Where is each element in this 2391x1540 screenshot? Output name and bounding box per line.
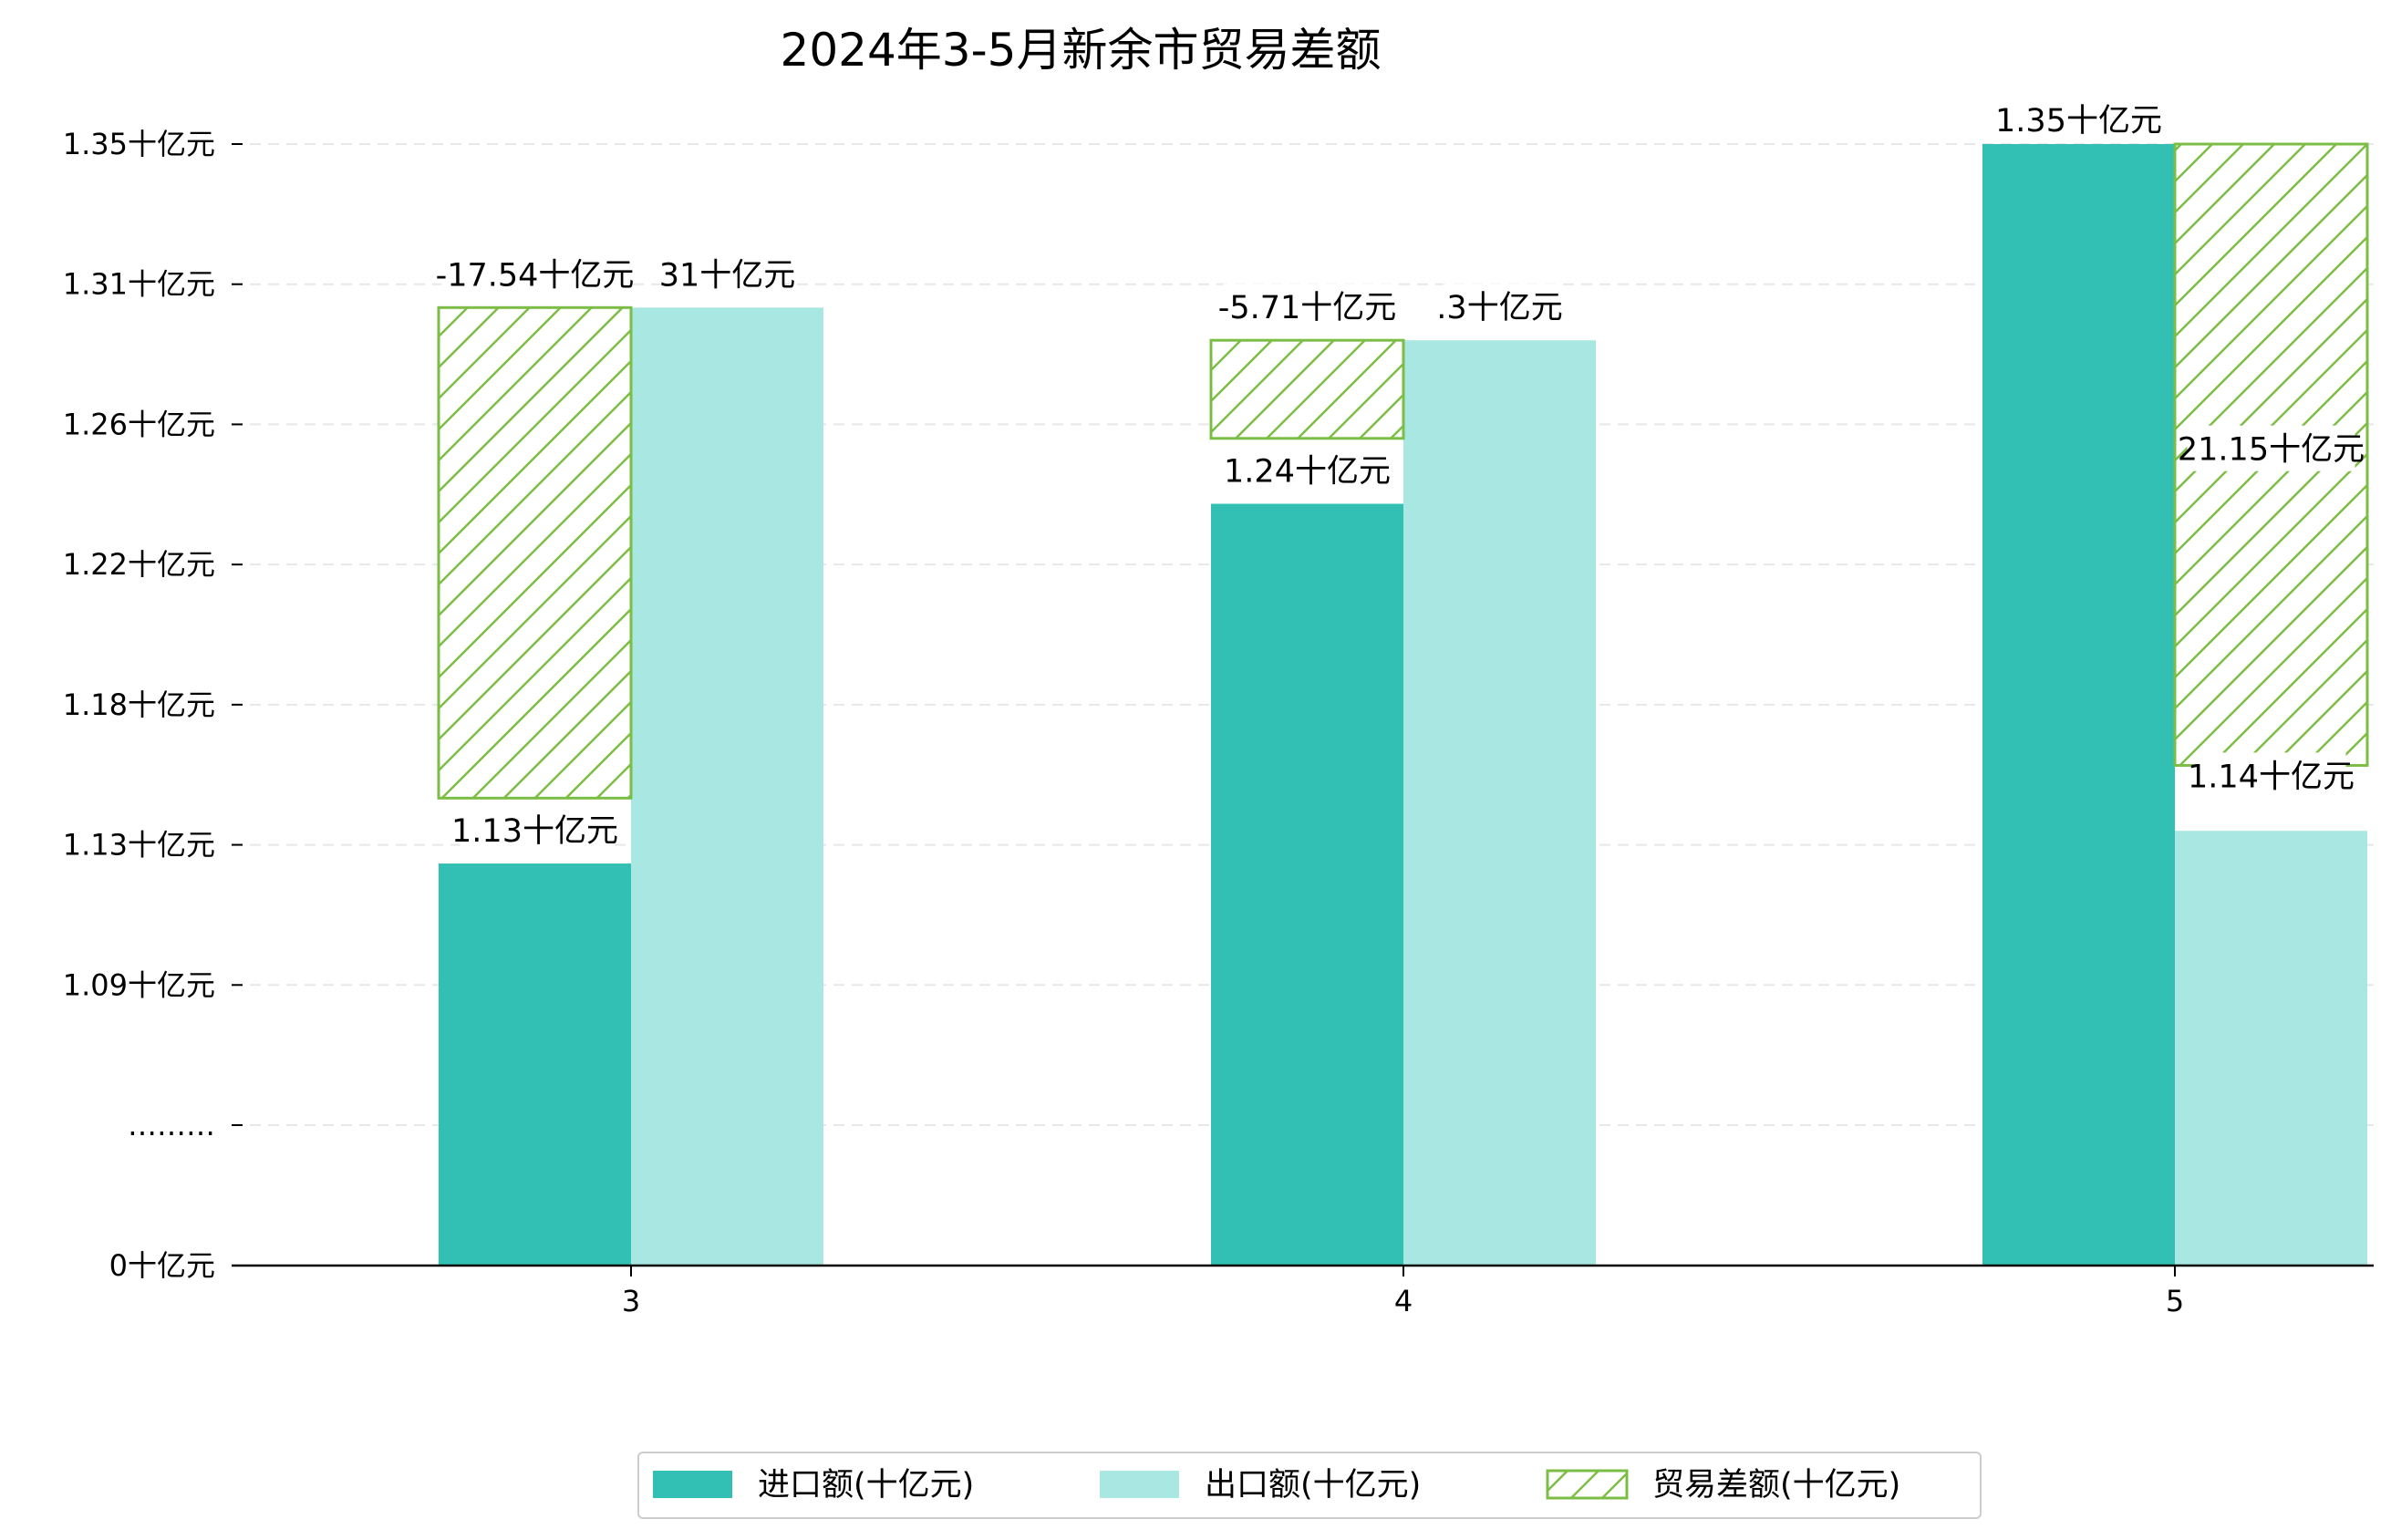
balance-value-label: 21.15十亿元 <box>2178 432 2365 469</box>
y-tick-label: ……… <box>128 1108 215 1142</box>
import-value-label-bg <box>460 807 610 853</box>
legend-label: 进口额(十亿元) <box>758 1467 974 1504</box>
export-value-label: 31十亿元 <box>659 257 796 294</box>
export-value-label: 1.14十亿元 <box>2188 759 2355 795</box>
balance-value-label-bg <box>441 251 628 297</box>
y-tick-label: 1.31十亿元 <box>63 267 215 302</box>
bar-export <box>2175 831 2367 1266</box>
axes: 0十亿元 ……… 1.09十亿元 1.13十亿元 1.18十亿元 1.22十亿元 1.26十… <box>63 127 2374 1318</box>
legend-label: 出口额(十亿元) <box>1205 1467 1421 1504</box>
legend-swatch <box>1546 1469 1629 1500</box>
legend-label: 贸易差额(十亿元) <box>1652 1467 1900 1504</box>
bar-import <box>439 863 631 1266</box>
legend-box <box>637 1452 1982 1519</box>
bar-import <box>1982 144 2175 1266</box>
export-value-label-bg <box>670 251 784 297</box>
x-tick-label: 3 <box>622 1284 640 1318</box>
bar-balance <box>437 305 633 800</box>
legend: 进口额(十亿元) 出口额(十亿元) 贸易差额(十亿元) <box>637 1452 1982 1519</box>
balance-value-label-bg <box>1223 284 1392 330</box>
import-value-label-bg <box>1232 447 1382 493</box>
y-tick-label: 1.09十亿元 <box>63 967 215 1002</box>
y-tick-label: 0十亿元 <box>109 1248 215 1283</box>
x-tick-label: 4 <box>1394 1284 1413 1318</box>
bar-export <box>1403 340 1596 1266</box>
y-tick-label: 1.18十亿元 <box>63 687 215 722</box>
import-value-label-bg <box>2003 97 2154 142</box>
y-tick-label: 1.35十亿元 <box>63 127 215 161</box>
bar-import <box>1211 503 1403 1266</box>
balance-value-label: -5.71十亿元 <box>1218 290 1397 326</box>
import-value-label: 1.24十亿元 <box>1224 454 1391 491</box>
y-tick-label: 1.22十亿元 <box>63 547 215 582</box>
data-labels: 1.13十亿元 31十亿元 -17.54十亿元 1.24十亿元 .3十亿元 -5.71十亿… <box>436 97 2365 853</box>
bars <box>437 142 2369 1266</box>
export-value-label-bg <box>1443 284 1557 330</box>
y-tick-label: 1.13十亿元 <box>63 828 215 863</box>
bar-balance <box>1209 338 1405 440</box>
export-value-label-bg <box>2196 752 2346 799</box>
bar-export <box>631 307 823 1266</box>
x-tick-label: 5 <box>2166 1284 2184 1318</box>
balance-value-label-bg <box>2187 425 2355 471</box>
export-value-label: .3十亿元 <box>1436 290 1562 326</box>
import-value-label: 1.13十亿元 <box>451 813 618 850</box>
chart-title: 2024年3-5月新余市贸易差额 <box>781 24 1382 77</box>
y-tick-label: 1.26十亿元 <box>63 407 215 441</box>
legend-swatch <box>1100 1471 1179 1498</box>
import-value-label: 1.35十亿元 <box>1995 103 2162 140</box>
legend-swatch <box>653 1471 732 1498</box>
balance-value-label: -17.54十亿元 <box>436 257 635 294</box>
